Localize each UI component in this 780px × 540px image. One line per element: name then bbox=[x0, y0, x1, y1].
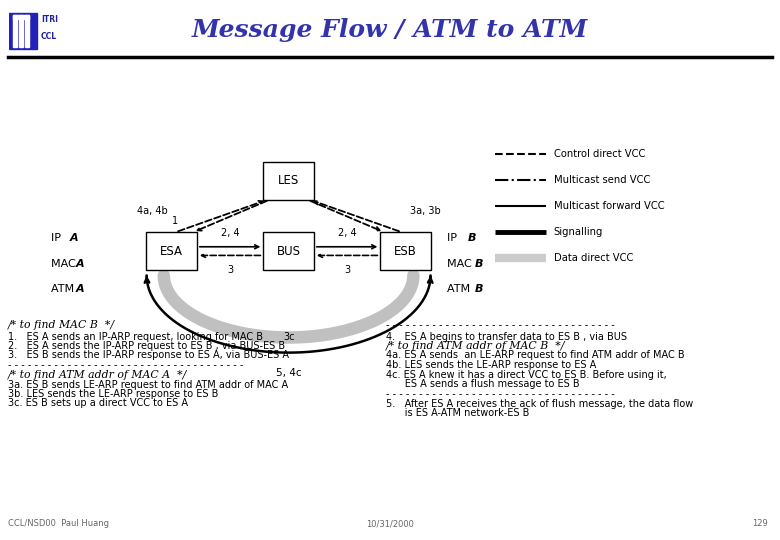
Text: 2.   ES A sends the IP-ARP request to ES B , via BUS-ES B: 2. ES A sends the IP-ARP request to ES B… bbox=[8, 341, 285, 352]
Text: 3b. LES sends the LE-ARP response to ES B: 3b. LES sends the LE-ARP response to ES … bbox=[8, 389, 218, 399]
Text: 3a. ES B sends LE-ARP request to find ATM addr of MAC A: 3a. ES B sends LE-ARP request to find AT… bbox=[8, 380, 288, 390]
Text: Multicast send VCC: Multicast send VCC bbox=[554, 175, 651, 185]
Text: Data direct VCC: Data direct VCC bbox=[554, 253, 633, 262]
Text: Multicast forward VCC: Multicast forward VCC bbox=[554, 201, 665, 211]
Text: CCL/NSD00  Paul Huang: CCL/NSD00 Paul Huang bbox=[8, 519, 108, 528]
Text: ATM: ATM bbox=[446, 285, 473, 294]
Text: is ES A-ATM network-ES B: is ES A-ATM network-ES B bbox=[386, 408, 530, 418]
Text: /* to find ATM addr of MAC A  */: /* to find ATM addr of MAC A */ bbox=[8, 370, 187, 380]
Bar bbox=[13, 15, 17, 47]
Text: Control direct VCC: Control direct VCC bbox=[554, 149, 645, 159]
Text: A: A bbox=[69, 233, 78, 242]
Text: Signalling: Signalling bbox=[554, 227, 603, 237]
Text: 5, 4c: 5, 4c bbox=[276, 368, 301, 378]
Text: ES A sends a flush message to ES B: ES A sends a flush message to ES B bbox=[386, 379, 580, 389]
FancyBboxPatch shape bbox=[147, 232, 197, 270]
Text: 1.   ES A sends an IP-ARP request, looking for MAC B: 1. ES A sends an IP-ARP request, looking… bbox=[8, 332, 263, 342]
Bar bbox=[9, 13, 37, 49]
Text: IP: IP bbox=[446, 233, 460, 242]
Text: A: A bbox=[76, 259, 84, 268]
Text: 4b. LES sends the LE-ARP response to ES A: 4b. LES sends the LE-ARP response to ES … bbox=[386, 360, 597, 370]
Text: 2, 4: 2, 4 bbox=[338, 228, 356, 238]
Text: 3c: 3c bbox=[283, 332, 294, 342]
Text: MAC: MAC bbox=[446, 259, 475, 268]
Text: MAC: MAC bbox=[51, 259, 79, 268]
Text: 4.   ES A begins to transfer data to ES B , via BUS: 4. ES A begins to transfer data to ES B … bbox=[386, 332, 627, 342]
Bar bbox=[19, 15, 23, 47]
Text: BUS: BUS bbox=[277, 245, 300, 258]
Text: ITRI: ITRI bbox=[41, 15, 58, 24]
Text: 3c. ES B sets up a direct VCC to ES A: 3c. ES B sets up a direct VCC to ES A bbox=[8, 398, 188, 408]
FancyBboxPatch shape bbox=[264, 232, 314, 270]
Text: CCL: CCL bbox=[41, 32, 57, 42]
Text: 3.   ES B sends the IP-ARP response to ES A, via BUS-ES A: 3. ES B sends the IP-ARP response to ES … bbox=[8, 350, 289, 361]
Text: 3: 3 bbox=[227, 265, 233, 275]
Text: /* to find ATM addr of MAC B  */: /* to find ATM addr of MAC B */ bbox=[386, 341, 566, 352]
Text: - - - - - - - - - - - - - - - - - - - - - - - - - - - - - - - - - - -: - - - - - - - - - - - - - - - - - - - - … bbox=[386, 320, 615, 330]
Text: 4a. ES A sends  an LE-ARP request to find ATM addr of MAC B: 4a. ES A sends an LE-ARP request to find… bbox=[386, 350, 685, 361]
Text: B: B bbox=[474, 285, 483, 294]
Bar bbox=[25, 15, 29, 47]
Text: 2, 4: 2, 4 bbox=[221, 228, 239, 238]
Text: 3a, 3b: 3a, 3b bbox=[410, 206, 441, 215]
Text: IP: IP bbox=[51, 233, 64, 242]
Text: 10/31/2000: 10/31/2000 bbox=[366, 519, 414, 528]
Text: - - - - - - - - - - - - - - - - - - - - - - - - - - - - - - - - - - - -: - - - - - - - - - - - - - - - - - - - - … bbox=[8, 360, 243, 370]
Text: ATM: ATM bbox=[51, 285, 77, 294]
Text: 129: 129 bbox=[753, 519, 768, 528]
Text: Message Flow / ATM to ATM: Message Flow / ATM to ATM bbox=[192, 18, 588, 42]
Text: A: A bbox=[76, 285, 84, 294]
Text: B: B bbox=[474, 259, 483, 268]
Text: 4c. ES A knew it has a direct VCC to ES B. Before using it,: 4c. ES A knew it has a direct VCC to ES … bbox=[386, 370, 667, 380]
Text: 4a, 4b: 4a, 4b bbox=[136, 206, 168, 215]
FancyBboxPatch shape bbox=[264, 162, 314, 200]
Text: ESA: ESA bbox=[160, 245, 183, 258]
Text: 1: 1 bbox=[172, 215, 179, 226]
Text: LES: LES bbox=[278, 174, 300, 187]
Bar bbox=[13, 15, 29, 19]
Text: - - - - - - - - - - - - - - - - - - - - - - - - - - - - - - - - - - -: - - - - - - - - - - - - - - - - - - - - … bbox=[386, 389, 615, 399]
Text: 5.   After ES A receives the ack of flush message, the data flow: 5. After ES A receives the ack of flush … bbox=[386, 399, 693, 409]
Text: ESB: ESB bbox=[394, 245, 417, 258]
Text: 3: 3 bbox=[344, 265, 350, 275]
Text: B: B bbox=[468, 233, 476, 242]
FancyBboxPatch shape bbox=[381, 232, 431, 270]
Text: /* to find MAC B  */: /* to find MAC B */ bbox=[8, 320, 115, 330]
